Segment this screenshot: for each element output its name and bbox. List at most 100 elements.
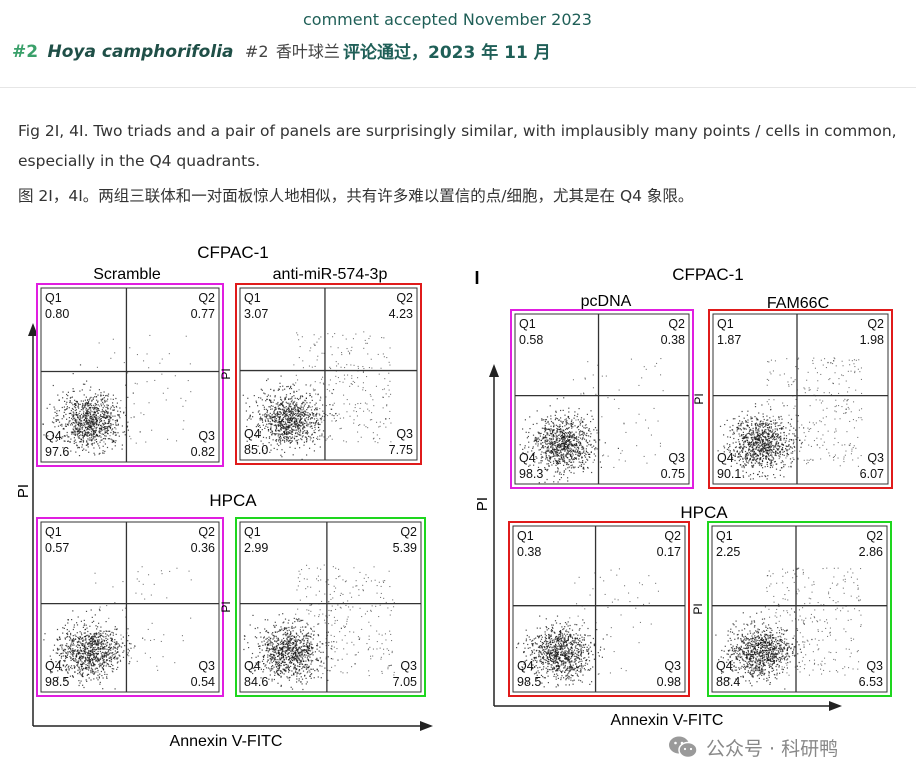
q3-value: 0.82 <box>191 445 215 459</box>
q2-value: 4.23 <box>389 307 413 321</box>
q1-value: 0.57 <box>45 541 69 555</box>
plot-frame <box>40 521 220 693</box>
q2-value: 0.77 <box>191 307 215 321</box>
q2-value: 2.86 <box>859 545 883 559</box>
plot-frame <box>712 313 889 485</box>
q2-label: Q2 <box>396 291 413 305</box>
q1-label: Q1 <box>244 291 261 305</box>
description-en: Fig 2I, 4I. Two triads and a pair of pan… <box>18 122 897 170</box>
q4-value: 97.6 <box>45 445 69 459</box>
highlight-box <box>510 309 694 489</box>
q2-label: Q2 <box>668 317 685 331</box>
q4-value: 84.6 <box>244 675 268 689</box>
q1-label: Q1 <box>717 317 734 331</box>
q3-label: Q3 <box>866 659 883 673</box>
scatter-dots <box>715 567 862 690</box>
highlight-box <box>708 309 893 489</box>
right-figure-title: CFPAC-1 <box>672 265 743 284</box>
q3-value: 7.05 <box>393 675 417 689</box>
left-panel-2: Q1 3.07 Q2 4.23 Q3 7.75 Q4 85.0 PI <box>219 283 422 465</box>
q2-label: Q2 <box>198 525 215 539</box>
q1-label: Q1 <box>244 525 261 539</box>
q4-label: Q4 <box>244 427 261 441</box>
right-y-arrow <box>489 364 499 377</box>
q2-label: Q2 <box>867 317 884 331</box>
panel-y-label: PI <box>219 368 233 379</box>
scatter-dots <box>519 358 664 484</box>
plot-frame <box>512 525 686 693</box>
left-row2-title: HPCA <box>209 491 257 510</box>
left-y-label: PI <box>15 484 32 498</box>
q3-label: Q3 <box>400 659 417 673</box>
plot-frame <box>40 287 220 463</box>
q3-value: 6.07 <box>860 467 884 481</box>
q1-label: Q1 <box>45 291 62 305</box>
left-figure-title: CFPAC-1 <box>197 243 268 262</box>
right-figure: I CFPAC-1 pcDNA FAM66C HPCA PI Annexin V… <box>474 265 893 729</box>
q4-value: 88.4 <box>716 675 740 689</box>
q4-label: Q4 <box>45 429 62 443</box>
right-y-label: PI <box>474 497 491 511</box>
watermark-text: 公众号 · 科研鸭 <box>706 737 839 760</box>
q1-value: 1.87 <box>717 333 741 347</box>
q1-value: 3.07 <box>244 307 268 321</box>
scatter-dots <box>516 568 659 688</box>
q3-value: 0.54 <box>191 675 215 689</box>
accepted-date-en: comment accepted November 2023 <box>303 10 592 29</box>
q2-value: 0.17 <box>657 545 681 559</box>
right-panel-4: Q1 2.25 Q2 2.86 Q3 6.53 Q4 88.4 PI <box>691 521 892 697</box>
q4-label: Q4 <box>45 659 62 673</box>
right-x-arrow <box>829 701 842 711</box>
q3-value: 0.75 <box>661 467 685 481</box>
right-panel-2: Q1 1.87 Q2 1.98 Q3 6.07 Q4 90.1 PI <box>692 309 893 489</box>
species-name-cn: 香叶球兰 <box>275 42 340 61</box>
q3-value: 7.75 <box>389 443 413 457</box>
highlight-box <box>235 283 422 465</box>
q1-value: 0.58 <box>519 333 543 347</box>
q2-label: Q2 <box>866 529 883 543</box>
q4-label: Q4 <box>717 451 734 465</box>
right-col-label-2: FAM66C <box>767 295 829 312</box>
left-col-label-2: anti-miR-574-3p <box>273 266 388 283</box>
highlight-box <box>36 517 224 697</box>
watermark: 公众号 · 科研鸭 <box>668 732 838 762</box>
scatter-dots <box>243 564 395 691</box>
q4-label: Q4 <box>517 659 534 673</box>
left-panel-4: Q1 2.99 Q2 5.39 Q3 7.05 Q4 84.6 PI <box>219 517 426 697</box>
q3-label: Q3 <box>396 427 413 441</box>
panel-y-label: PI <box>691 603 705 614</box>
left-y-arrow <box>28 323 38 336</box>
q1-label: Q1 <box>716 529 733 543</box>
scatter-dots <box>717 357 863 480</box>
scatter-dots <box>43 566 192 690</box>
plot-frame <box>711 525 888 693</box>
q1-value: 0.80 <box>45 307 69 321</box>
q4-value: 98.3 <box>519 467 543 481</box>
q2-value: 1.98 <box>860 333 884 347</box>
q1-value: 2.25 <box>716 545 740 559</box>
scatter-dots <box>242 331 392 460</box>
right-row2-title: HPCA <box>680 503 728 522</box>
entry-title: #2 Hoya camphorifolia #2 香叶球兰 <box>12 38 340 62</box>
right-col-label-1: pcDNA <box>581 293 632 310</box>
q4-label: Q4 <box>519 451 536 465</box>
highlight-box <box>707 521 892 697</box>
left-col-label-1: Scramble <box>93 266 161 283</box>
entry-number-cn: #2 <box>244 42 269 61</box>
left-figure: CFPAC-1 Scramble anti-miR-574-3p HPCA PI… <box>15 243 433 750</box>
q3-label: Q3 <box>664 659 681 673</box>
figure-comparison: CFPAC-1 Scramble anti-miR-574-3p HPCA PI… <box>0 236 916 782</box>
q1-value: 2.99 <box>244 541 268 555</box>
q2-value: 5.39 <box>393 541 417 555</box>
entry-number: #2 <box>12 42 39 62</box>
plot-frame <box>239 287 418 461</box>
q3-label: Q3 <box>198 429 215 443</box>
q4-value: 98.5 <box>45 675 69 689</box>
right-panel-letter: I <box>474 268 479 288</box>
species-name[interactable]: Hoya camphorifolia <box>47 42 234 62</box>
panel-y-label: PI <box>219 601 233 612</box>
left-x-label: Annexin V-FITC <box>170 733 283 750</box>
q1-label: Q1 <box>519 317 536 331</box>
q2-value: 0.38 <box>661 333 685 347</box>
q2-label: Q2 <box>664 529 681 543</box>
